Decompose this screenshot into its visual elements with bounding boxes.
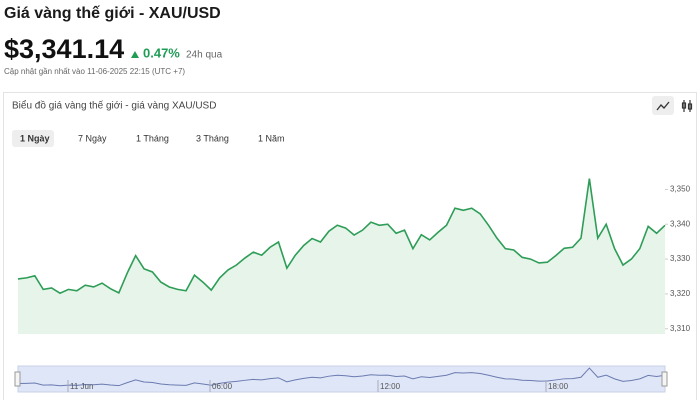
tab[interactable]: 1 Năm <box>258 133 285 143</box>
navigator-label: 06:00 <box>212 382 233 391</box>
y-tick-label: 3,330 <box>670 254 691 263</box>
navigator-label: 11 Jun <box>70 382 93 391</box>
page-title: Giá vàng thế giới - XAU/USD <box>4 5 221 22</box>
y-tick-label: 3,340 <box>670 219 691 228</box>
up-arrow <box>131 51 139 58</box>
tab-selected <box>12 130 54 147</box>
line-chart-button[interactable] <box>652 96 674 115</box>
navigator-label: 12:00 <box>380 382 401 391</box>
candle-icon[interactable] <box>681 100 693 112</box>
tab[interactable]: 1 Tháng <box>136 133 169 143</box>
navigator-handle[interactable] <box>661 371 668 387</box>
tab[interactable]: 3 Tháng <box>196 133 229 143</box>
tab[interactable]: 1 Ngày <box>20 133 50 143</box>
navigator-label: 18:00 <box>548 382 569 391</box>
navigator-handle[interactable] <box>14 371 21 387</box>
panel <box>3 92 697 400</box>
area <box>18 178 665 334</box>
y-tick-label: 3,320 <box>670 289 691 298</box>
update-time: Cập nhật gần nhất vào 11-06-2025 22:15 (… <box>4 67 185 76</box>
tab[interactable]: 7 Ngày <box>78 133 107 143</box>
navigator-line <box>17 367 666 387</box>
change: 0.47% <box>143 45 180 60</box>
change-period: 24h qua <box>186 50 223 61</box>
y-tick-label: 3,310 <box>670 324 691 333</box>
line-icon <box>656 101 670 111</box>
price: $3,341.14 <box>4 34 124 64</box>
panel-title: Biểu đồ giá vàng thế giới - giá vàng XAU… <box>12 100 216 112</box>
y-tick-label: 3,350 <box>670 185 691 194</box>
price-line <box>17 178 666 295</box>
